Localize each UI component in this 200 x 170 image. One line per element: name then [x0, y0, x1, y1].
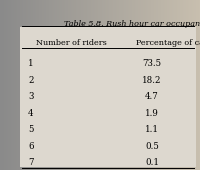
Text: 4: 4	[28, 109, 34, 118]
Text: 7: 7	[28, 158, 34, 167]
Text: Percentage of cars: Percentage of cars	[136, 39, 200, 47]
Text: 1.1: 1.1	[145, 125, 159, 134]
Text: 3: 3	[28, 92, 33, 101]
Text: 6: 6	[28, 142, 34, 151]
Text: 18.2: 18.2	[142, 76, 162, 85]
Text: 73.5: 73.5	[142, 59, 162, 69]
Text: 0.1: 0.1	[145, 158, 159, 167]
Text: 5: 5	[28, 125, 34, 134]
Text: 0.5: 0.5	[145, 142, 159, 151]
Text: 4.7: 4.7	[145, 92, 159, 101]
Text: 2: 2	[28, 76, 34, 85]
Text: Table 5.8. Rush hour car occupancy [R158]: Table 5.8. Rush hour car occupancy [R158…	[64, 20, 200, 28]
Text: 1: 1	[28, 59, 34, 69]
Text: Number of riders: Number of riders	[36, 39, 107, 47]
Bar	[20, 27, 196, 167]
Text: 1.9: 1.9	[145, 109, 159, 118]
